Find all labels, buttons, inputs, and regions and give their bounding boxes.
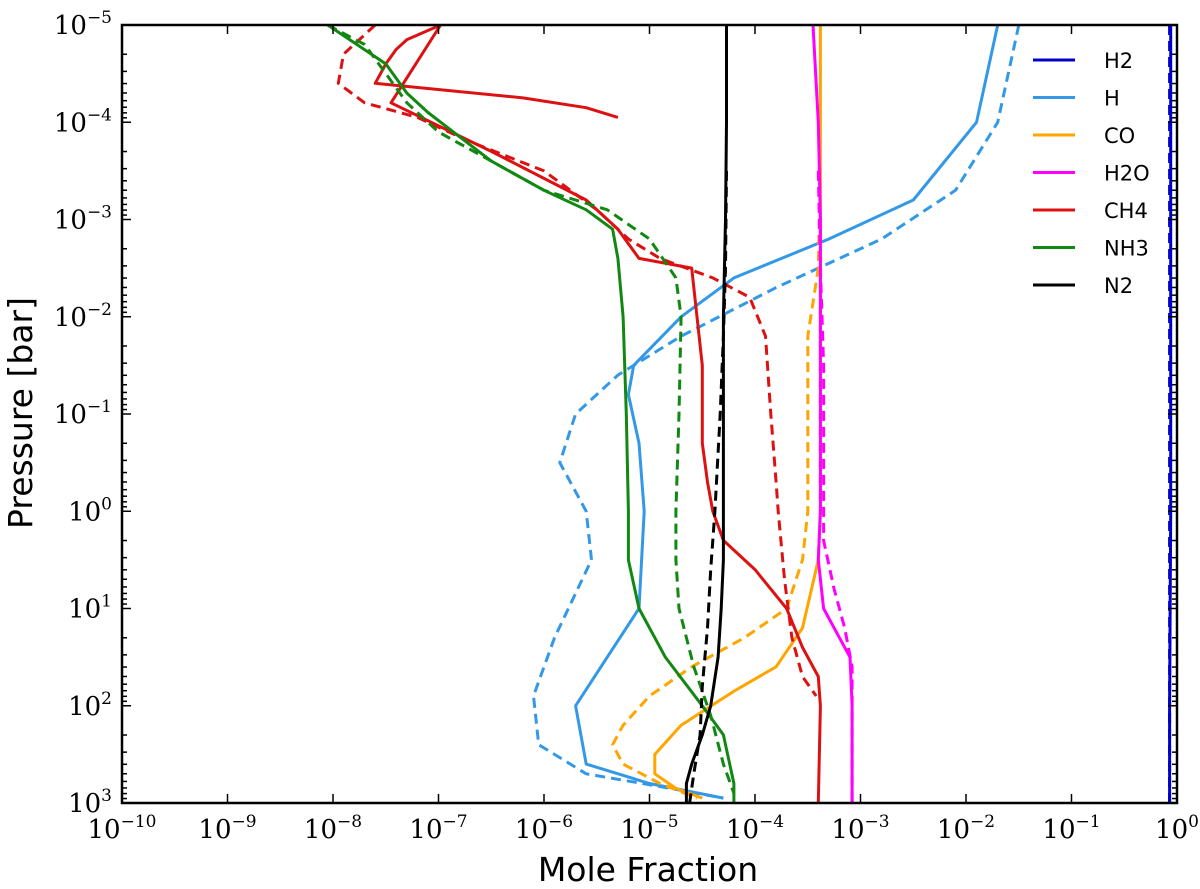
y-tick-label: 100 xyxy=(68,494,112,527)
y-tick-label: 10−4 xyxy=(54,105,112,138)
series-line-h-dashed xyxy=(532,25,1021,800)
x-tick-label: 10−3 xyxy=(831,812,889,845)
series-line-ch4-dashed xyxy=(336,25,818,697)
ticks-layer: 10−10 10−9 10−8 10−7 10−6 10−5 10−4 10−3 10−2 10−… xyxy=(54,8,1199,845)
x-tick-label: 10−7 xyxy=(409,812,467,845)
series-line-n2-dashed xyxy=(688,170,728,803)
series-line-nh3-dashed xyxy=(326,25,736,794)
y-tick-label: 10−5 xyxy=(54,8,112,41)
legend-entry-h: H xyxy=(1033,87,1120,111)
legend-entry-nh3: NH3 xyxy=(1033,237,1149,261)
x-tick-label: 10−2 xyxy=(937,812,995,845)
legend: H2 H CO H2O CH4 NH3 N2 xyxy=(1033,49,1150,298)
legend-entry-ch4: CH4 xyxy=(1033,199,1148,223)
x-tick-label: 10−8 xyxy=(304,812,362,845)
y-tick-label: 10−2 xyxy=(54,300,112,333)
y-axis-title: Pressure [bar] xyxy=(1,297,40,529)
series-line-h2o-dashed xyxy=(816,170,854,803)
y-tick-label: 10−3 xyxy=(54,203,112,236)
series-layer xyxy=(326,25,1173,803)
x-tick-label: 10−4 xyxy=(726,812,784,845)
x-tick-label: 100 xyxy=(1155,812,1199,845)
legend-label: H2 xyxy=(1104,49,1133,73)
x-axis-title: Mole Fraction xyxy=(538,850,758,889)
legend-entry-co: CO xyxy=(1033,124,1135,148)
legend-label: N2 xyxy=(1104,274,1133,298)
legend-entry-h2o: H2O xyxy=(1033,162,1150,186)
x-tick-label: 10−6 xyxy=(515,812,573,845)
legend-label: H xyxy=(1104,87,1120,111)
legend-entry-n2: N2 xyxy=(1033,274,1133,298)
series-line-h-solid xyxy=(574,25,1000,800)
x-tick-label: 10−10 xyxy=(88,812,157,845)
series-line-co-dashed xyxy=(611,170,822,800)
legend-entry-h2: H2 xyxy=(1033,49,1133,73)
x-tick-label: 10−9 xyxy=(198,812,256,845)
y-tick-label: 103 xyxy=(68,786,112,819)
x-tick-label: 10−5 xyxy=(620,812,678,845)
y-tick-label: 102 xyxy=(68,689,112,722)
legend-label: CH4 xyxy=(1104,199,1148,223)
x-tick-label: 10−1 xyxy=(1042,812,1100,845)
y-tick-label: 10−1 xyxy=(54,397,112,430)
legend-label: H2O xyxy=(1104,162,1150,186)
y-tick-label: 101 xyxy=(68,592,112,625)
legend-label: CO xyxy=(1104,124,1135,148)
legend-label: NH3 xyxy=(1104,237,1149,261)
